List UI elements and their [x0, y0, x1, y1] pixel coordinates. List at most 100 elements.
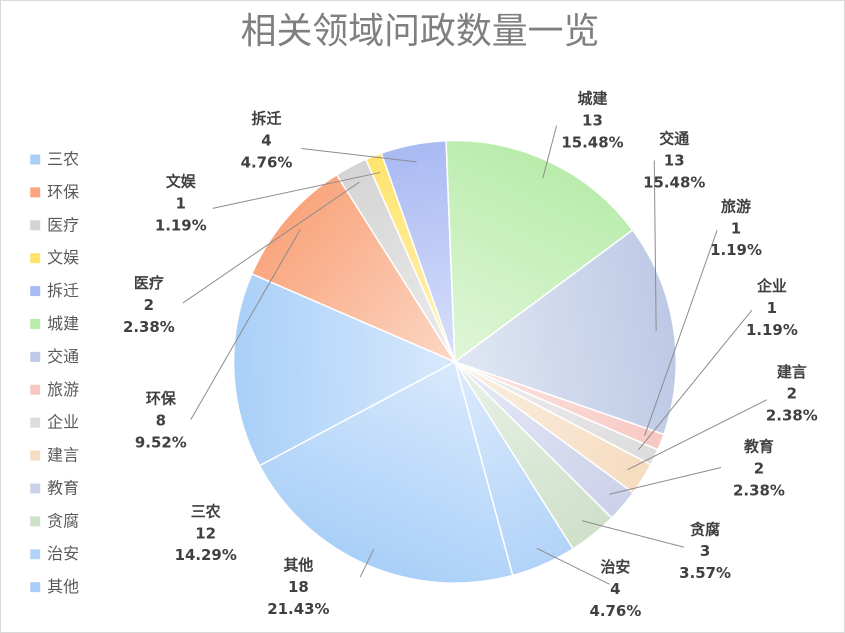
data-label-percent: 4.76% [241, 153, 293, 171]
leader-line [638, 309, 753, 451]
legend-label: 建言 [47, 446, 79, 465]
legend-label: 贪腐 [47, 511, 79, 530]
pie-slice [232, 272, 457, 467]
leader-line [182, 181, 360, 304]
data-label-category: 文娱 [166, 172, 197, 190]
leader-line [359, 548, 375, 578]
legend-swatch [30, 187, 41, 198]
data-label-percent: 3.57% [679, 564, 731, 582]
legend-swatch [30, 384, 41, 395]
data-label: 治安 4 4.76% [589, 558, 641, 620]
data-label-category: 贪腐 [690, 520, 720, 538]
data-label: 贪腐 3 3.57% [679, 520, 731, 582]
leader-line [542, 125, 558, 179]
data-label-percent: 15.48% [561, 134, 623, 152]
legend-swatch [30, 582, 41, 593]
legend-swatch [30, 286, 41, 297]
data-label-percent: 14.29% [175, 546, 237, 564]
data-label-percent: 9.52% [135, 434, 187, 452]
legend-label: 交通 [47, 347, 79, 366]
data-label-percent: 4.76% [589, 602, 641, 620]
leader-line [627, 399, 768, 471]
legend-label: 环保 [47, 182, 79, 201]
data-label: 拆迁 4 4.76% [241, 110, 293, 172]
data-label: 城建 13 15.48% [561, 90, 623, 152]
data-label-value: 2 [787, 385, 797, 403]
legend-swatch [30, 318, 41, 329]
legend-label: 医疗 [47, 215, 79, 234]
pie-slice [445, 139, 634, 364]
data-label-percent: 15.48% [643, 173, 705, 191]
data-label-category: 三农 [191, 502, 221, 520]
data-label-value: 2 [144, 296, 154, 314]
data-label-value: 12 [195, 524, 216, 542]
data-label: 其他 18 21.43% [267, 556, 329, 618]
data-label-percent: 1.19% [155, 216, 207, 234]
data-label-category: 城建 [578, 90, 608, 108]
data-label-category: 拆迁 [252, 110, 282, 128]
data-label-value: 1 [767, 299, 777, 317]
data-label-value: 1 [731, 219, 741, 237]
legend-label: 治安 [47, 544, 79, 563]
legend-label: 教育 [47, 478, 79, 497]
data-label-value: 8 [156, 412, 166, 430]
legend-swatch [30, 220, 41, 231]
data-label: 医疗 2 2.38% [123, 274, 175, 336]
data-label: 交通 13 15.48% [643, 130, 705, 192]
data-label-category: 其他 [283, 556, 313, 574]
data-label-category: 教育 [743, 438, 774, 456]
data-label-value: 4 [610, 580, 620, 598]
data-label-value: 13 [582, 112, 603, 130]
legend-swatch [30, 253, 41, 264]
legend-label: 城建 [47, 314, 79, 333]
data-label-category: 交通 [659, 130, 689, 148]
data-label-percent: 1.19% [746, 321, 798, 339]
data-label-value: 4 [261, 132, 271, 150]
data-label: 文娱 1 1.19% [155, 172, 207, 234]
data-label-category: 医疗 [134, 274, 164, 292]
data-label: 建言 2 2.38% [766, 363, 818, 425]
pie-slice [258, 360, 514, 584]
leader-line [644, 230, 718, 436]
legend-swatch [30, 154, 41, 165]
data-label: 环保 8 9.52% [135, 390, 187, 452]
data-label-value: 13 [664, 151, 685, 169]
data-label-value: 18 [288, 578, 309, 596]
legend-label: 其他 [47, 577, 79, 596]
legend-label: 旅游 [47, 380, 79, 399]
leader-line [582, 520, 685, 548]
data-label-percent: 2.38% [766, 407, 818, 425]
pie-slice [453, 228, 677, 436]
data-label-percent: 2.38% [733, 481, 785, 499]
leader-line [609, 467, 722, 495]
data-label-category: 建言 [777, 363, 807, 381]
data-label: 三农 12 14.29% [175, 502, 237, 564]
data-label-category: 环保 [146, 390, 177, 408]
legend-label: 企业 [47, 413, 79, 432]
leader-line [536, 547, 610, 585]
legend-swatch [30, 450, 41, 461]
data-label-category: 旅游 [721, 197, 751, 215]
data-label-category: 治安 [600, 558, 630, 576]
chart-title: 相关领域问政数量一览 [241, 11, 600, 52]
leader-lines [182, 125, 768, 585]
legend-swatch [30, 549, 41, 560]
leader-line [190, 229, 301, 420]
data-label-value: 2 [754, 460, 764, 478]
leader-line [212, 172, 381, 209]
data-label-category: 企业 [756, 277, 787, 295]
legend-swatch [30, 351, 41, 362]
data-label-value: 1 [176, 194, 186, 212]
legend-swatch [30, 516, 41, 527]
data-label: 企业 1 1.19% [746, 277, 798, 339]
data-label-percent: 1.19% [710, 241, 762, 259]
data-label-percent: 21.43% [267, 600, 329, 618]
pie-slices [232, 139, 677, 584]
leader-line [301, 148, 417, 163]
legend-swatch [30, 483, 41, 494]
data-labels: 三农 12 14.29%环保 8 9.52%医疗 2 2.38%文娱 1 1.19%拆迁 4 4.7… [123, 90, 818, 620]
legend-label: 三农 [47, 149, 79, 168]
legend-swatch [30, 417, 41, 428]
